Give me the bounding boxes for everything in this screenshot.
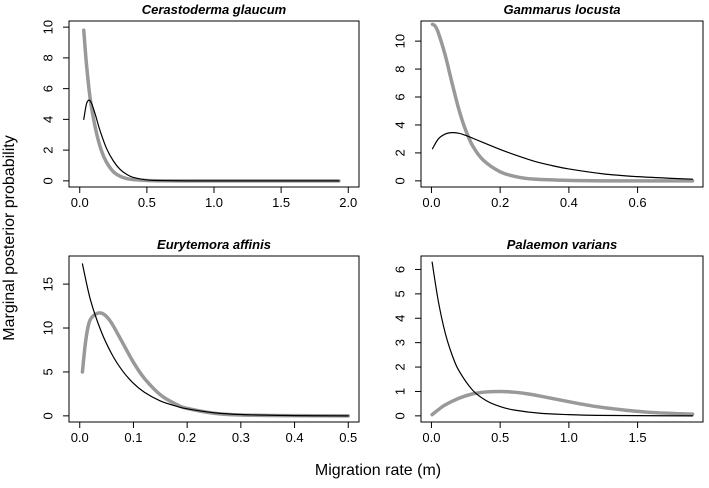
y-tick-label: 8: [40, 54, 55, 61]
plot-frame: [68, 255, 360, 423]
x-tick-label: 0.4: [286, 430, 304, 445]
y-tick-label: 4: [40, 116, 55, 123]
panel-eurytemora-affinis: Eurytemora affinis 0.0 0.1 0.2 0.3 0.4 0.5 0 5 10…: [40, 237, 360, 445]
y-tick-label: 4: [392, 121, 407, 128]
x-tick-label: 0.4: [560, 195, 578, 210]
y-tick-label: 6: [392, 266, 407, 273]
x-tick-label: 0.0: [422, 195, 440, 210]
x-tick-label: 1.0: [560, 430, 578, 445]
gray-curve: [80, 311, 351, 418]
y-tick-label: 6: [392, 93, 407, 100]
black-curve: [431, 261, 694, 417]
x-tick-label: 2.0: [339, 195, 357, 210]
black-curve: [431, 132, 694, 180]
x-tick-label: 1.5: [629, 430, 647, 445]
panel-palaemon-varians: Palaemon varians 0.0 0.5 1.0 1.5 0 1 2 3 4 5 6: [392, 237, 704, 445]
x-tick-label: 0.5: [138, 195, 156, 210]
gray-curve: [430, 22, 695, 183]
y-tick-label: 5: [40, 368, 55, 375]
panel-gammarus-locusta: Gammarus locusta 0.0 0.2 0.4 0.6 0 2 4 6 8 10: [392, 2, 704, 210]
x-tick-label: 1.0: [205, 195, 223, 210]
panel-cerastoderma-glaucum: Cerastoderma glaucum 0.0 0.5 1.0 1.5 2.0 0 2 4 6 8…: [40, 2, 360, 210]
black-curve: [83, 99, 340, 182]
gray-curve: [430, 389, 695, 417]
x-tick-label: 0.1: [124, 430, 142, 445]
panel-title: Eurytemora affinis: [157, 237, 271, 252]
x-tick-label: 0.0: [71, 430, 89, 445]
y-axis-title: Marginal posterior probability: [1, 135, 18, 340]
y-tick-label: 2: [392, 149, 407, 156]
x-tick-label: 0.2: [178, 430, 196, 445]
x-tick-label: 0.5: [491, 430, 509, 445]
panel-title: Gammarus locusta: [503, 2, 620, 17]
x-tick-label: 0.0: [422, 430, 440, 445]
x-tick-label: 1.5: [272, 195, 290, 210]
black-curve: [81, 263, 349, 417]
y-tick-label: 0: [40, 177, 55, 184]
x-tick-label: 0.5: [339, 430, 357, 445]
y-tick-label: 0: [392, 412, 407, 419]
y-tick-label: 3: [392, 339, 407, 346]
y-tick-label: 5: [392, 290, 407, 297]
x-tick-label: 0.3: [232, 430, 250, 445]
y-tick-label: 6: [40, 85, 55, 92]
panel-title: Cerastoderma glaucum: [142, 2, 287, 17]
y-tick-label: 10: [392, 34, 407, 48]
y-tick-label: 2: [40, 146, 55, 153]
y-tick-label: 0: [40, 412, 55, 419]
y-tick-label: 10: [40, 321, 55, 335]
gray-curve: [82, 28, 341, 183]
y-tick-label: 15: [40, 277, 55, 291]
x-tick-label: 0.2: [491, 195, 509, 210]
y-tick-label: 4: [392, 315, 407, 322]
y-tick-label: 2: [392, 363, 407, 370]
x-tick-label: 0.6: [629, 195, 647, 210]
panel-title: Palaemon varians: [507, 237, 618, 252]
x-tick-label: 0.0: [71, 195, 89, 210]
y-tick-label: 0: [392, 177, 407, 184]
x-axis-title: Migration rate (m): [315, 462, 441, 479]
plot-frame: [68, 20, 360, 188]
y-tick-label: 8: [392, 65, 407, 72]
y-tick-label: 10: [40, 20, 55, 34]
plot-frame: [420, 20, 704, 188]
y-tick-label: 1: [392, 388, 407, 395]
